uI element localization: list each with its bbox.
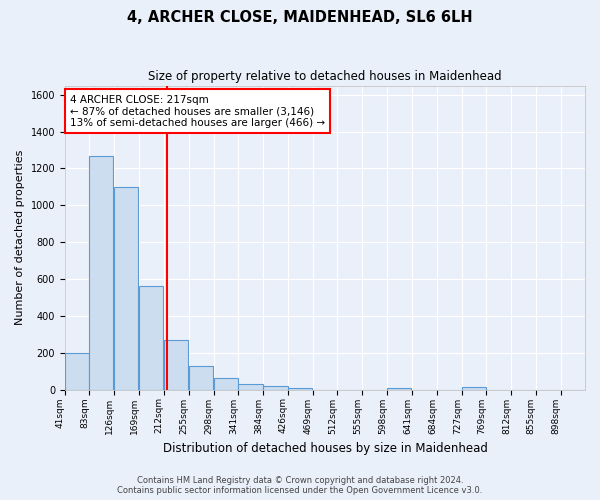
Bar: [164, 340, 188, 390]
Text: 4 ARCHER CLOSE: 217sqm
← 87% of detached houses are smaller (3,146)
13% of semi-: 4 ARCHER CLOSE: 217sqm ← 87% of detached…: [70, 94, 325, 128]
X-axis label: Distribution of detached houses by size in Maidenhead: Distribution of detached houses by size …: [163, 442, 487, 455]
Bar: [287, 388, 312, 390]
Bar: [238, 384, 263, 390]
Bar: [139, 286, 163, 390]
Bar: [189, 366, 213, 390]
Bar: [387, 388, 412, 390]
Bar: [214, 378, 238, 390]
Bar: [114, 187, 139, 390]
Title: Size of property relative to detached houses in Maidenhead: Size of property relative to detached ho…: [148, 70, 502, 83]
Y-axis label: Number of detached properties: Number of detached properties: [15, 150, 25, 326]
Bar: [65, 353, 89, 390]
Bar: [89, 156, 113, 390]
Text: Contains HM Land Registry data © Crown copyright and database right 2024.
Contai: Contains HM Land Registry data © Crown c…: [118, 476, 482, 495]
Text: 4, ARCHER CLOSE, MAIDENHEAD, SL6 6LH: 4, ARCHER CLOSE, MAIDENHEAD, SL6 6LH: [127, 10, 473, 25]
Bar: [263, 386, 287, 390]
Bar: [462, 387, 486, 390]
